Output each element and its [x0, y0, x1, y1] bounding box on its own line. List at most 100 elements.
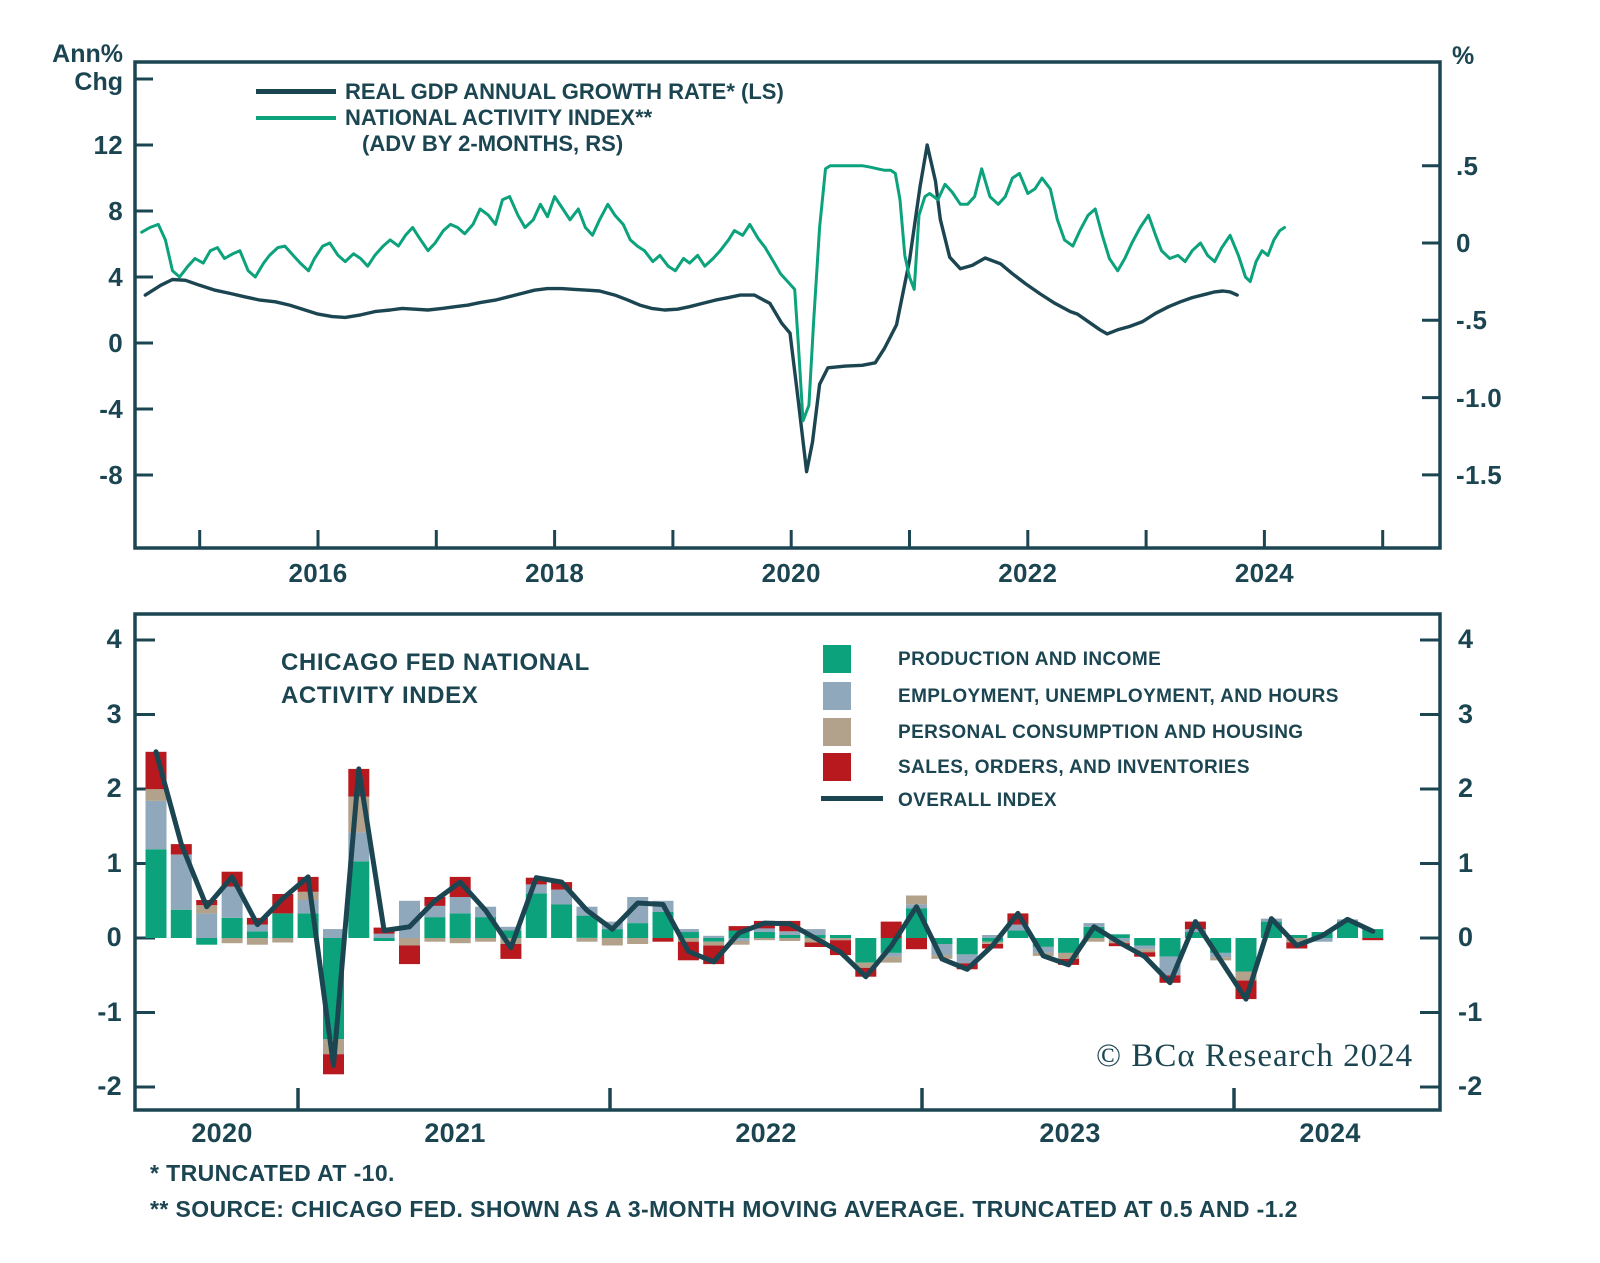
bar-segment-sales: [804, 942, 826, 947]
bottom-right-tick-label: -2: [1458, 1071, 1483, 1101]
bar-segment-production: [449, 913, 471, 938]
gdp-legend-label: REAL GDP ANNUAL GROWTH RATE* (LS): [345, 79, 784, 104]
bar-segment-consumption: [1134, 949, 1156, 953]
consumption-legend-label: PERSONAL CONSUMPTION AND HOUSING: [898, 722, 1304, 743]
overall-index-legend-label: OVERALL INDEX: [898, 790, 1057, 811]
top-left-tick-label: -4: [99, 394, 123, 424]
top-x-axis-label: 2020: [761, 558, 821, 588]
bar-segment-consumption: [246, 938, 268, 945]
bar-segment-production: [424, 917, 446, 938]
nai-legend-label: NATIONAL ACTIVITY INDEX**: [345, 105, 653, 130]
bar-segment-consumption: [1083, 938, 1105, 942]
bottom-right-tick-label: 2: [1458, 773, 1474, 803]
bar-segment-production: [1286, 935, 1308, 938]
bar-segment-production: [1159, 938, 1181, 957]
national-activity-index-line: [140, 164, 1286, 423]
bar-segment-employment: [170, 854, 192, 910]
bar-segment-sales: [500, 944, 522, 959]
bar-segment-consumption: [601, 938, 623, 946]
bar-segment-production: [246, 931, 268, 938]
bar-segment-production: [855, 938, 877, 963]
bar-segment-sales: [1362, 938, 1384, 941]
top-left-tick-label: 0: [108, 328, 123, 358]
top-x-axis-label: 2018: [525, 558, 585, 588]
gdp-growth-line: [143, 143, 1239, 474]
top-right-tick-label: 0: [1456, 228, 1471, 258]
bottom-left-tick-label: 3: [106, 698, 122, 729]
bar-segment-employment: [1184, 929, 1206, 933]
bar-segment-employment: [424, 906, 446, 918]
bottom-right-tick-label: 3: [1458, 698, 1474, 729]
bar-segment-production: [373, 938, 395, 941]
bar-segment-production: [348, 861, 370, 938]
bar-segment-employment: [145, 800, 167, 850]
bottom-chart-title-line1: CHICAGO FED NATIONAL: [281, 649, 590, 676]
bar-segment-production: [1235, 938, 1257, 972]
bar-segment-employment: [1007, 924, 1029, 931]
bar-segment-employment: [779, 931, 801, 935]
bottom-x-axis-label: 2022: [735, 1118, 797, 1148]
bar-segment-consumption: [906, 895, 927, 905]
bar-segment-production: [1134, 938, 1156, 946]
bar-segment-consumption: [297, 891, 319, 900]
bar-segment-production: [627, 923, 649, 938]
overall-index-line-swatch: [821, 796, 883, 801]
bar-segment-consumption: [728, 941, 750, 945]
bar-segment-sales: [449, 876, 471, 897]
bottom-right-tick-label: -1: [1458, 996, 1483, 1027]
bar-segment-employment: [1134, 945, 1156, 950]
bar-segment-production: [1108, 934, 1130, 938]
bar-segment-sales: [728, 926, 750, 931]
bar-segment-employment: [1032, 946, 1054, 953]
top-left-axis-unit: Ann% Chg: [38, 40, 123, 96]
top-chart-frame: [133, 60, 1442, 550]
bar-segment-employment: [373, 933, 395, 938]
bar-segment-sales: [399, 945, 420, 965]
bottom-x-axis-label: 2021: [424, 1118, 486, 1148]
bar-segment-production: [145, 849, 167, 938]
bar-segment-sales: [652, 938, 674, 942]
sales-legend-label: SALES, ORDERS, AND INVENTORIES: [898, 757, 1250, 778]
top-x-axis-label: 2024: [1234, 558, 1294, 588]
bar-segment-sales: [551, 882, 573, 890]
employment-legend-label: EMPLOYMENT, UNEMPLOYMENT, AND HOURS: [898, 686, 1339, 707]
bar-segment-consumption: [399, 938, 420, 946]
bar-segment-employment: [1108, 938, 1130, 941]
bar-segment-production: [753, 932, 775, 938]
gdp-line-swatch: [256, 89, 336, 94]
bar-segment-production: [1184, 932, 1206, 938]
bar-segment-production: [500, 930, 522, 938]
bar-segment-employment: [728, 938, 750, 941]
bar-segment-employment: [804, 929, 826, 936]
consumption-swatch: [823, 718, 851, 746]
bar-segment-production: [1032, 938, 1054, 947]
bar-segment-consumption: [1235, 971, 1257, 981]
bar-segment-production: [830, 935, 851, 938]
top-x-axis-label: 2016: [288, 558, 348, 588]
overall-index-line: [153, 749, 1376, 1068]
sales-swatch: [823, 753, 851, 781]
bar-segment-employment: [703, 935, 725, 938]
top-left-tick-label: 4: [108, 262, 123, 292]
bar-segment-consumption: [830, 938, 851, 941]
copyright-text: © BCα Research 2024: [1096, 1038, 1414, 1074]
bar-segment-consumption: [1058, 952, 1080, 959]
bar-segment-employment: [753, 928, 775, 932]
bar-segment-production: [931, 938, 953, 944]
bottom-left-tick-label: -1: [97, 996, 122, 1027]
bottom-right-tick-label: 1: [1458, 847, 1474, 878]
top-left-tick-label: 8: [108, 196, 123, 226]
top-left-tick-label: -8: [99, 460, 123, 490]
bar-segment-production: [677, 932, 699, 938]
employment-swatch: [823, 682, 851, 710]
bottom-x-axis-label: 2020: [191, 1118, 253, 1148]
bar-segment-employment: [323, 929, 344, 938]
nai-line-swatch: [256, 116, 336, 120]
bottom-left-tick-label: 2: [106, 773, 122, 803]
bottom-x-axis-label: 2024: [1299, 1118, 1361, 1148]
bar-segment-employment: [931, 944, 953, 956]
top-right-tick-label: -1.5: [1456, 459, 1503, 490]
footnote-1: * TRUNCATED AT -10.: [150, 1160, 395, 1186]
bar-segment-employment: [246, 924, 268, 932]
